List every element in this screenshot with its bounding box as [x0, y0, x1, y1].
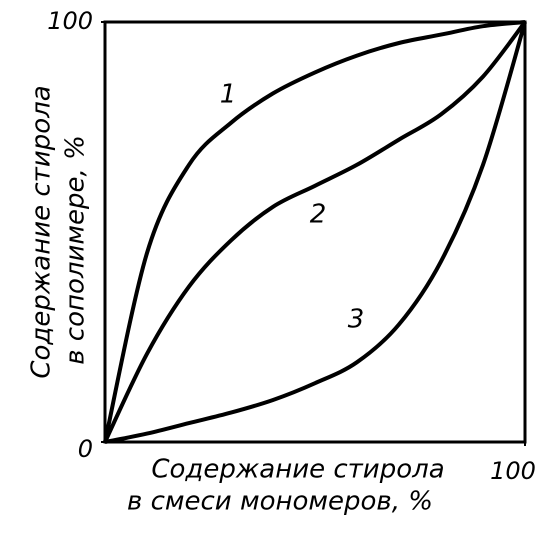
- x-tick-label: 100: [490, 457, 536, 485]
- curve-label: 2: [310, 200, 327, 230]
- plot-frame: [103, 20, 527, 444]
- series-line: [103, 20, 526, 443]
- x-axis-label: Содержание стирола: [151, 455, 444, 485]
- x-axis-label: в смеси мономеров, %: [127, 487, 433, 517]
- y-tick-label: 0: [78, 435, 93, 463]
- y-tick-label: 100: [47, 7, 93, 35]
- y-axis-label: в сополимере, %: [61, 135, 91, 365]
- y-axis-label: Содержание стирола: [27, 85, 57, 378]
- curve-label: 3: [348, 305, 365, 335]
- curve-label: 1: [220, 80, 237, 110]
- series-line: [103, 20, 527, 443]
- series-line: [104, 21, 527, 444]
